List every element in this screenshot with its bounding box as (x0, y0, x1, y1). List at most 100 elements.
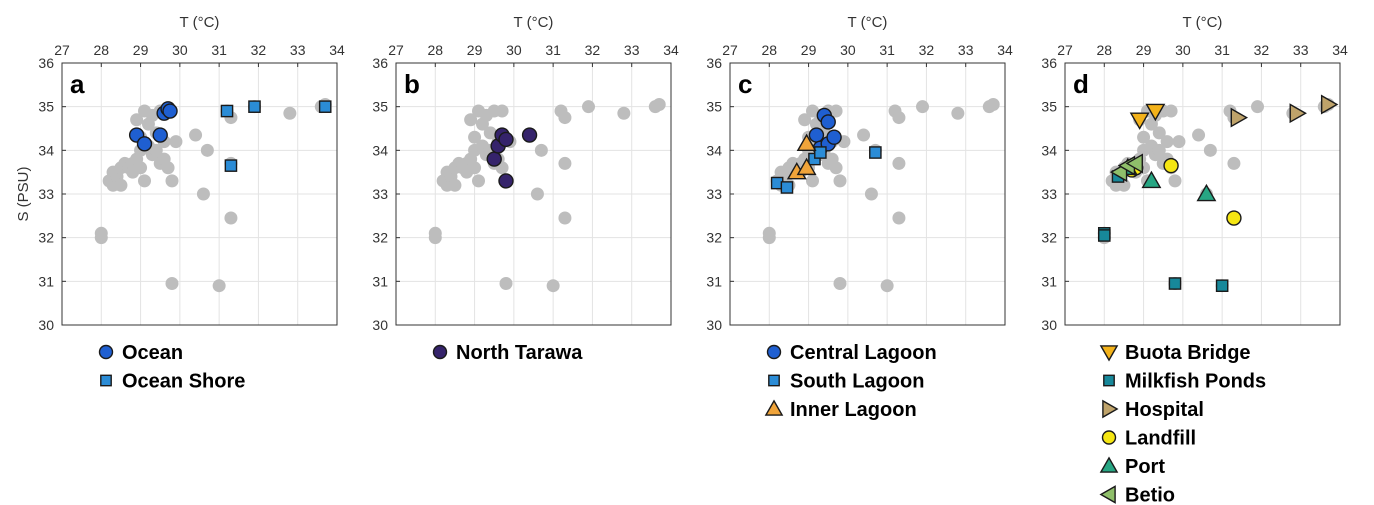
x-tick-label: 33 (1293, 42, 1309, 58)
background-point (464, 113, 478, 127)
background-point (558, 156, 572, 170)
data-point (318, 100, 332, 113)
background-point (762, 226, 776, 240)
background-point (798, 113, 812, 127)
y-tick-label: 33 (706, 186, 722, 202)
x-axis-label: T (°C) (180, 14, 220, 31)
x-tick-label: 28 (93, 42, 109, 58)
y-tick-label: 31 (372, 273, 388, 289)
legend-label: Inner Lagoon (790, 399, 917, 421)
background-point (864, 187, 878, 201)
background-point (165, 277, 179, 291)
legend-marker (1101, 430, 1117, 445)
background-point (114, 178, 128, 192)
data-point (796, 157, 817, 176)
x-tick-label: 34 (997, 42, 1013, 58)
x-tick-label: 29 (801, 42, 817, 58)
y-tick-label: 32 (1041, 230, 1057, 246)
legend: Buota Bridge Milkfish Ponds Hospital Landfi… (1099, 342, 1266, 505)
y-tick-label: 33 (1041, 186, 1057, 202)
background-point (428, 226, 442, 240)
panel-label: b (404, 69, 420, 99)
data-point (224, 159, 238, 172)
panel-b: 27 28 29 30 31 32 33 34 30 31 32 33 34 35 36 T (°C) b Nor… (372, 14, 679, 364)
legend-label: Milkfish Ponds (1125, 371, 1266, 393)
legend-label: Betio (1125, 485, 1175, 505)
background-point (652, 97, 666, 111)
background-point (1227, 156, 1241, 170)
data-point (780, 181, 794, 194)
background-point (138, 174, 151, 188)
data-point (820, 114, 836, 130)
y-tick-label: 36 (706, 55, 722, 71)
legend-label: Ocean (122, 342, 183, 364)
legend-label: Landfill (1125, 428, 1196, 450)
legend-label: Port (1125, 456, 1165, 478)
legend-marker (1099, 456, 1119, 473)
background-point (283, 106, 297, 120)
data-point (498, 131, 514, 148)
background-point (483, 126, 497, 140)
y-axis-label: S (PSU) (15, 166, 32, 221)
background-point (495, 104, 509, 118)
background-point (468, 130, 482, 144)
background-point (833, 277, 847, 291)
y-tick-label: 32 (38, 230, 54, 246)
legend-label: Central Lagoon (790, 342, 937, 364)
series-hospital (1230, 94, 1339, 128)
y-tick-label: 36 (1041, 55, 1057, 71)
background-point (1192, 128, 1206, 142)
x-tick-label: 34 (1332, 42, 1348, 58)
data-point (1320, 94, 1339, 115)
series-north-tarawa (486, 127, 538, 189)
y-tick-label: 30 (706, 317, 722, 333)
background-point (189, 128, 203, 142)
y-tick-label: 31 (706, 273, 722, 289)
background-point (1164, 104, 1178, 118)
data-point (1141, 170, 1162, 189)
data-point (1125, 153, 1143, 174)
background-point (892, 156, 906, 170)
background-point (1172, 135, 1186, 149)
background-point (558, 211, 572, 225)
panel-label: d (1073, 69, 1089, 99)
legend: North Tarawa (432, 342, 583, 364)
background-point (1168, 174, 1182, 188)
x-tick-label: 29 (133, 42, 149, 58)
x-tick-label: 34 (329, 42, 345, 58)
background-point (833, 174, 847, 188)
legend-marker (1102, 399, 1119, 419)
series-betio (1109, 153, 1143, 183)
x-tick-label: 34 (663, 42, 679, 58)
background-point (161, 161, 175, 175)
background-point (1137, 130, 1151, 144)
panel-label: a (70, 69, 85, 99)
x-axis-label: T (°C) (848, 14, 888, 31)
background-point (169, 135, 183, 149)
background-point (1160, 135, 1174, 149)
y-tick-label: 35 (38, 99, 54, 115)
data-point (521, 127, 538, 143)
panel-label: c (738, 69, 752, 99)
x-tick-label: 32 (585, 42, 601, 58)
legend-marker (98, 344, 114, 360)
series-south-lagoon (770, 146, 882, 194)
y-tick-label: 34 (1041, 142, 1057, 158)
y-tick-label: 30 (372, 317, 388, 333)
data-point (1145, 103, 1166, 122)
data-point (220, 104, 234, 118)
data-point (1196, 183, 1217, 202)
data-point (808, 127, 825, 143)
background-point (499, 277, 513, 291)
x-tick-label: 31 (1214, 42, 1230, 58)
background-point (1203, 143, 1217, 157)
background-point (530, 187, 544, 201)
legend-marker (764, 399, 784, 416)
x-tick-label: 30 (840, 42, 856, 58)
panel-a: 27 28 29 30 31 32 33 34 30 31 32 33 34 35 36 T (°C) S (P… (15, 14, 345, 393)
legend-marker (766, 344, 782, 360)
background-point (829, 104, 843, 118)
background-point (200, 143, 214, 157)
data-point (826, 129, 842, 145)
